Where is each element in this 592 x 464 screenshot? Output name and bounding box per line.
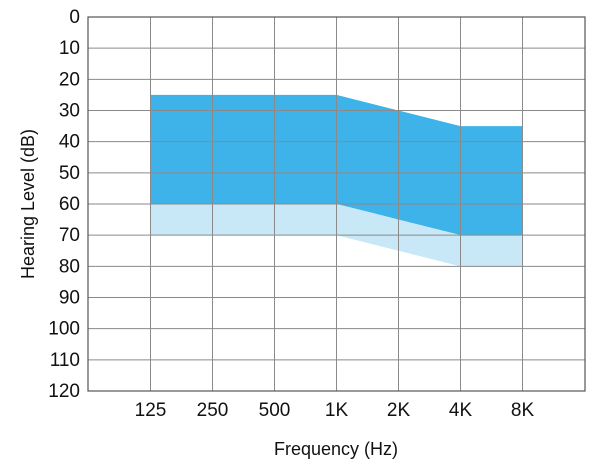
x-axis-title: Frequency (Hz)	[274, 439, 398, 459]
x-tick-label: 250	[197, 400, 229, 421]
y-tick-label: 40	[59, 132, 80, 153]
y-tick-label: 90	[59, 288, 80, 309]
x-tick-label: 4K	[449, 400, 473, 421]
y-tick-label: 50	[59, 163, 80, 184]
x-tick-label: 125	[135, 400, 167, 421]
y-tick-label: 10	[59, 38, 80, 59]
y-tick-label: 100	[48, 319, 80, 340]
y-tick-label: 80	[59, 256, 80, 277]
y-tick-label: 110	[50, 350, 80, 371]
y-axis-title: Hearing Level (dB)	[18, 129, 38, 279]
y-tick-label: 0	[69, 7, 80, 28]
x-tick-label: 500	[259, 400, 291, 421]
x-axis-tick-labels: 125 250 500 1K 2K 4K 8K	[135, 400, 535, 421]
y-axis-tick-labels: 0 10 20 30 40 50 60 70 80 90 100 110 120	[48, 7, 80, 402]
plot-area-border	[87, 16, 586, 392]
x-tick-label: 2K	[387, 400, 411, 421]
y-tick-label: 60	[59, 194, 80, 215]
y-tick-label: 20	[59, 69, 80, 90]
x-tick-label: 8K	[511, 400, 535, 421]
y-tick-label: 30	[59, 101, 80, 122]
grid-lines	[88, 16, 585, 392]
y-tick-label: 120	[48, 381, 80, 402]
x-tick-label: 1K	[325, 400, 349, 421]
y-tick-label: 70	[59, 225, 80, 246]
